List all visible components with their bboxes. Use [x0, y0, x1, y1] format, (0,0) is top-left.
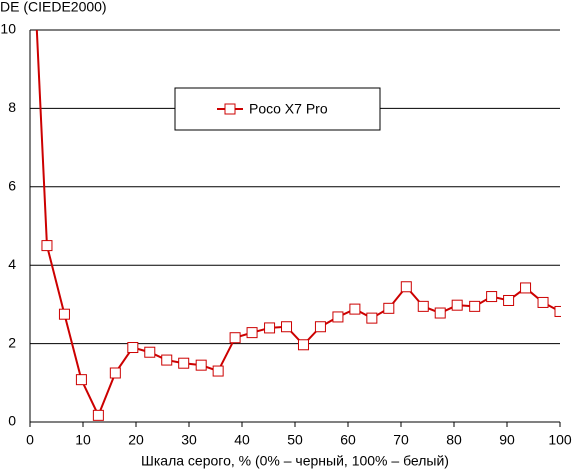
- data-point: [41, 240, 53, 252]
- x-tick-label: 20: [128, 432, 144, 448]
- y-tick-label: 0: [8, 413, 16, 429]
- data-point: [434, 307, 446, 319]
- data-point: [400, 281, 412, 293]
- data-point: [58, 308, 70, 320]
- data-point: [75, 374, 87, 386]
- data-point: [229, 332, 241, 344]
- data-point: [127, 342, 139, 354]
- legend-box: [174, 87, 381, 131]
- y-tick-label: 2: [8, 334, 16, 350]
- data-point: [332, 311, 344, 323]
- data-point: [92, 409, 104, 421]
- x-tick-label: 100: [548, 432, 572, 448]
- x-tick-label: 50: [287, 432, 303, 448]
- x-axis-title: Шкала серого, % (0% – черный, 100% – бел…: [141, 453, 449, 469]
- y-tick-label: 4: [8, 256, 16, 272]
- data-point: [109, 367, 121, 379]
- x-tick-label: 70: [393, 432, 409, 448]
- data-point: [297, 339, 309, 351]
- data-point: [366, 312, 378, 324]
- data-point: [451, 299, 463, 311]
- x-tick-label: 60: [340, 432, 356, 448]
- data-point: [264, 322, 276, 334]
- y-axis-title: DE (CIEDE2000): [0, 0, 107, 15]
- y-tick-label: 6: [8, 178, 16, 194]
- data-point: [144, 346, 156, 358]
- data-point: [469, 300, 481, 312]
- data-point: [314, 321, 326, 333]
- data-point: [349, 303, 361, 315]
- data-point: [486, 291, 498, 303]
- data-point: [178, 357, 190, 369]
- data-point: [537, 296, 549, 308]
- plot-area: [35, 30, 561, 421]
- data-point: [417, 300, 429, 312]
- data-point: [281, 321, 293, 333]
- x-tick-label: 10: [75, 432, 91, 448]
- x-tick-label: 40: [234, 432, 250, 448]
- legend-label: Poco X7 Pro: [249, 101, 328, 117]
- data-point: [161, 354, 173, 366]
- data-point: [503, 294, 515, 306]
- legend-marker: [224, 103, 236, 115]
- data-point: [383, 302, 395, 314]
- data-point: [520, 282, 532, 294]
- data-line: [35, 30, 561, 418]
- x-tick-label: 90: [499, 432, 515, 448]
- y-tick-label: 10: [0, 21, 16, 37]
- y-tick-label: 8: [8, 99, 16, 115]
- data-point: [195, 359, 207, 371]
- x-tick-label: 80: [446, 432, 462, 448]
- data-point: [554, 305, 561, 317]
- x-tick-label: 30: [181, 432, 197, 448]
- x-tick-label: 0: [26, 432, 34, 448]
- data-point: [246, 327, 258, 339]
- data-point: [212, 365, 224, 377]
